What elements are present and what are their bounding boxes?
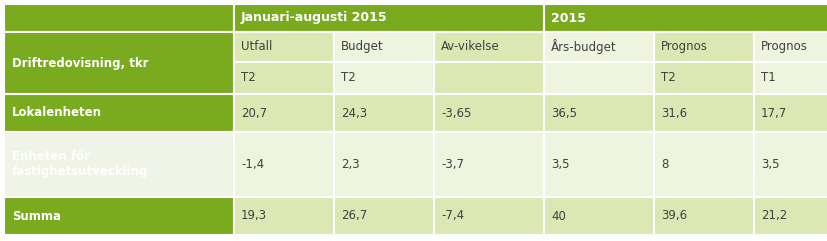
Text: T2: T2 [241,71,256,84]
Bar [234,4,543,32]
Text: Summa: Summa [12,209,61,222]
Bar [4,197,234,235]
Text: 26,7: 26,7 [341,209,367,222]
Text: Års-budget: Års-budget [550,39,616,54]
Text: T1: T1 [760,71,775,84]
Bar [234,132,333,197]
Bar [543,32,653,94]
Bar [234,197,333,235]
Text: 20,7: 20,7 [241,107,267,120]
Text: 39,6: 39,6 [660,209,686,222]
Bar [753,132,827,197]
Text: Prognos: Prognos [660,40,707,53]
Bar [333,94,433,132]
Text: 36,5: 36,5 [550,107,576,120]
Bar [4,94,234,132]
Bar [333,197,433,235]
Bar [543,132,653,197]
Text: Enheten för
fastighetsutveckling: Enheten för fastighetsutveckling [12,150,148,179]
Text: 2015: 2015 [550,12,586,25]
Text: 31,6: 31,6 [660,107,686,120]
Bar [653,94,753,132]
Text: 17,7: 17,7 [760,107,786,120]
Text: 24,3: 24,3 [341,107,366,120]
Text: T2: T2 [341,71,356,84]
Text: 21,2: 21,2 [760,209,786,222]
Text: Budget: Budget [341,40,383,53]
Text: -1,4: -1,4 [241,158,264,171]
Text: Av-vikelse: Av-vikelse [441,40,500,53]
Text: 3,5: 3,5 [760,158,778,171]
Bar [234,94,333,132]
Text: -3,7: -3,7 [441,158,463,171]
Text: Januari-augusti 2015: Januari-augusti 2015 [241,12,387,25]
Bar [433,32,543,94]
Bar [234,32,333,94]
Bar [433,132,543,197]
Text: T2: T2 [660,71,675,84]
Bar [543,197,653,235]
Text: Utfall: Utfall [241,40,272,53]
Bar [333,132,433,197]
Bar [433,94,543,132]
Text: 40: 40 [550,209,565,222]
Bar [653,32,753,94]
Bar [543,94,653,132]
Text: 3,5: 3,5 [550,158,569,171]
Text: -3,65: -3,65 [441,107,471,120]
Bar [653,197,753,235]
Text: 2,3: 2,3 [341,158,359,171]
Text: Lokalenheten: Lokalenheten [12,107,102,120]
Bar [4,4,234,32]
Bar [543,4,827,32]
Text: 19,3: 19,3 [241,209,267,222]
Bar [4,132,234,197]
Bar [333,32,433,94]
Text: Driftredovisning, tkr: Driftredovisning, tkr [12,56,148,69]
Text: Prognos: Prognos [760,40,807,53]
Bar [4,32,234,94]
Bar [753,197,827,235]
Bar [753,32,827,94]
Text: 8: 8 [660,158,667,171]
Bar [753,94,827,132]
Bar [433,197,543,235]
Bar [653,132,753,197]
Text: -7,4: -7,4 [441,209,464,222]
